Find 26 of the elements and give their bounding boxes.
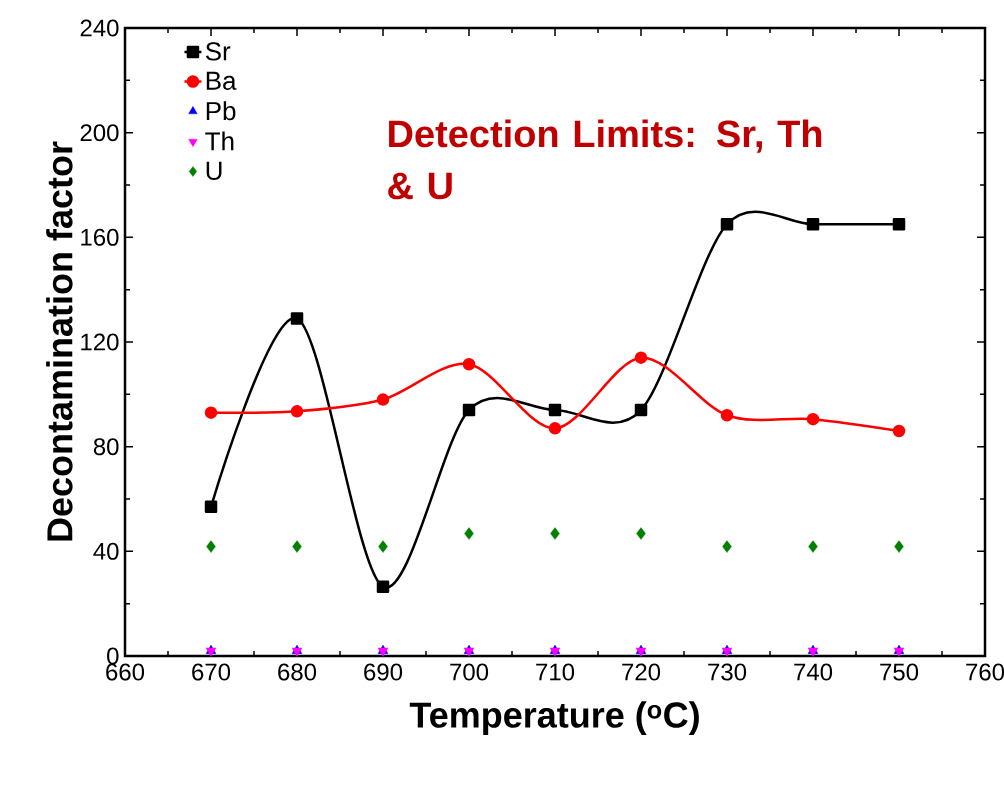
legend-label: Ba	[206, 71, 237, 90]
x-tick-label: 660	[106, 663, 145, 681]
y-tick-label: 0	[107, 647, 119, 665]
x-axis-title: Temperature ($^{o}$C)	[409, 701, 699, 735]
x-tick-label: 730	[708, 663, 747, 681]
y-tick-label: 240	[80, 19, 119, 37]
x-tick-label: 720	[622, 663, 661, 681]
x-tick-label: 740	[794, 663, 833, 681]
legend-label: U	[206, 161, 222, 180]
x-tick-label: 700	[450, 663, 489, 681]
y-axis-title: Decontamination factor	[46, 141, 73, 541]
x-tick-label: 760	[966, 663, 1004, 681]
x-tick-label: 670	[192, 663, 231, 681]
y-tick-label: 120	[81, 333, 119, 351]
y-tick-label: 200	[80, 124, 119, 142]
legend-label: Sr	[205, 42, 231, 61]
y-tick-label: 160	[81, 228, 119, 246]
legend-label: Pb	[206, 101, 236, 121]
y-tick-label: 80	[93, 438, 119, 456]
x-tick-label: 680	[278, 663, 317, 681]
y-tick-label: 40	[93, 542, 119, 560]
x-tick-label: 690	[364, 663, 403, 681]
annotation: Detection Limits: Sr, Th & U	[388, 119, 822, 200]
x-tick-label: 750	[880, 663, 919, 681]
legend-label: Th	[205, 131, 234, 151]
x-tick-label: 710	[536, 663, 575, 681]
